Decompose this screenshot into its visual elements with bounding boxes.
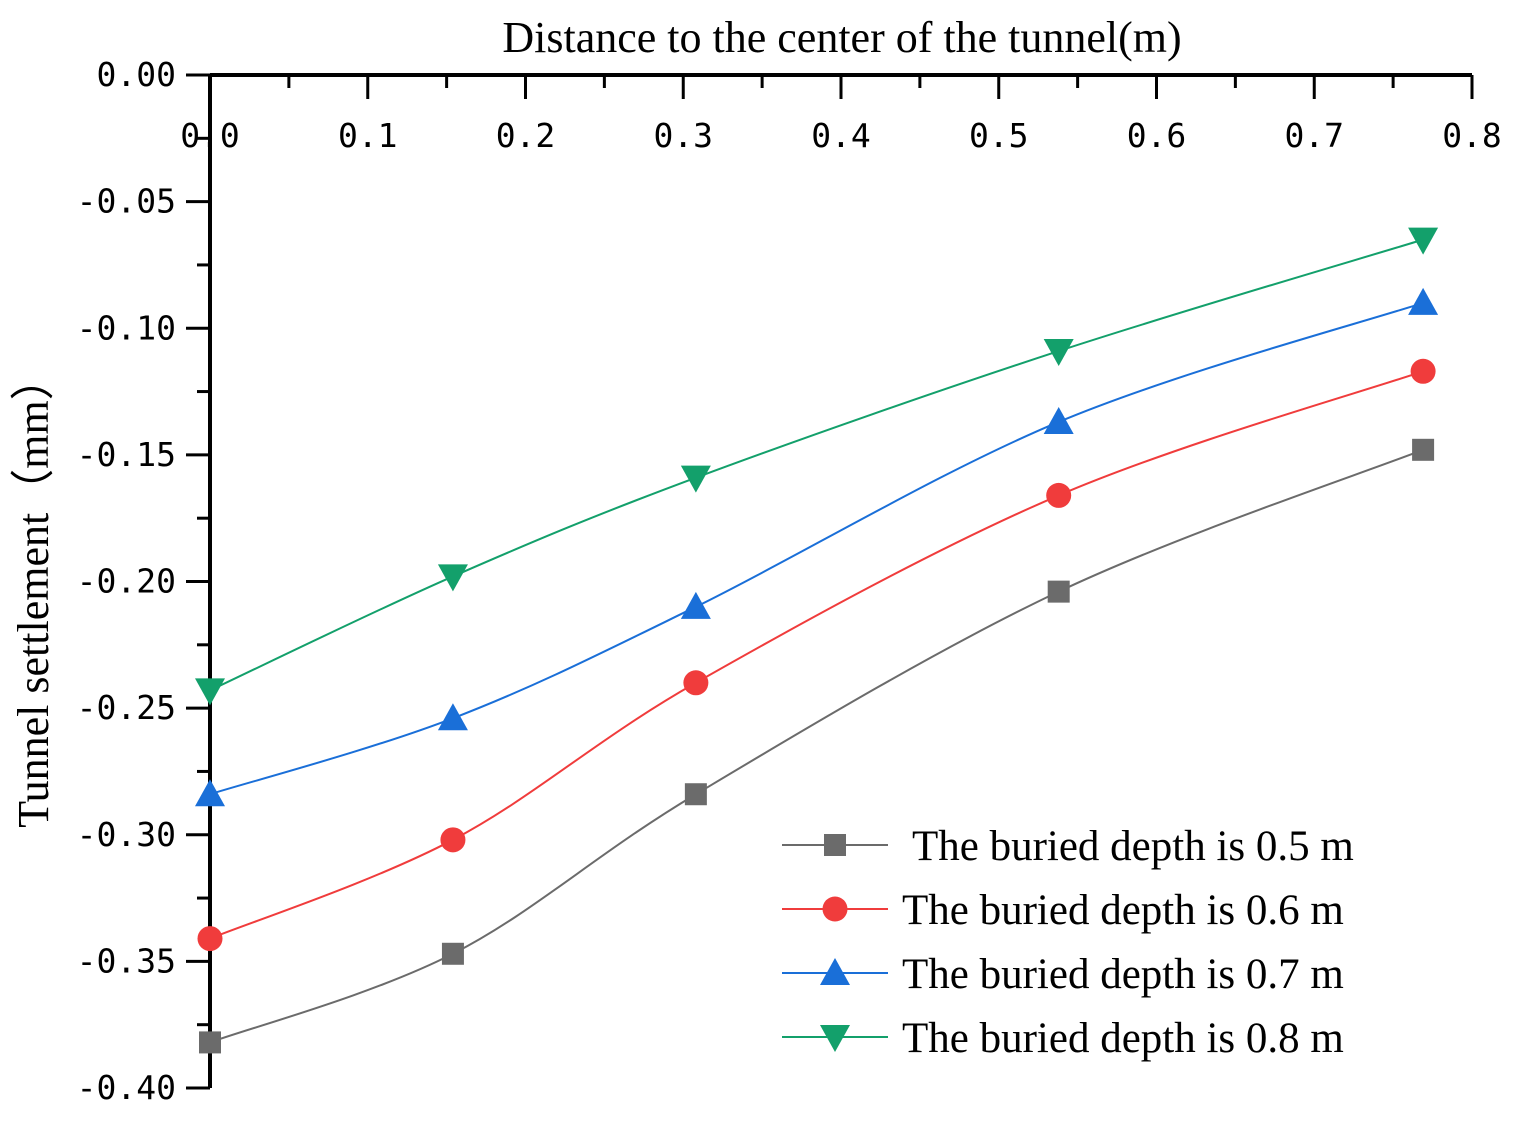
- data-point: [1046, 482, 1072, 508]
- data-point: [437, 564, 468, 592]
- legend: The buried depth is 0.5 m The buried dept…: [782, 823, 1354, 1062]
- legend-label: The buried depth is 0.5 m: [902, 823, 1354, 870]
- legend-marker: [822, 896, 848, 922]
- y-tick-label: -0.20: [77, 562, 176, 601]
- data-point: [195, 779, 225, 807]
- y-axis-label: Tunnel settlement（mm）: [9, 356, 58, 827]
- data-point: [1410, 358, 1436, 384]
- x-tick-label: 0.1: [338, 116, 398, 155]
- legend-label: The buried depth is 0.6 m: [902, 887, 1344, 934]
- data-point: [683, 670, 709, 696]
- series-1: [199, 438, 1435, 1054]
- x-tick-label: 0.6: [1127, 116, 1187, 155]
- x-tick-label: 0.5: [969, 116, 1029, 155]
- data-point: [1047, 580, 1070, 603]
- data-point: [1408, 227, 1439, 255]
- y-tick-label: -0.35: [77, 941, 176, 980]
- legend-item: The buried depth is 0.6 m: [782, 887, 1344, 934]
- data-point: [199, 1031, 221, 1054]
- legend-label: The buried depth is 0.7 m: [902, 951, 1344, 998]
- legend-label: The buried depth is 0.8 m: [902, 1015, 1344, 1062]
- data-point: [197, 926, 223, 952]
- series-layer: [195, 227, 1439, 1054]
- y-tick-label: 0.00: [97, 55, 176, 94]
- x-tick-label: 0.3: [653, 116, 713, 155]
- legend-marker: [820, 1025, 850, 1052]
- y-tick-label: -0.15: [77, 435, 176, 474]
- data-point: [441, 942, 464, 965]
- legend-item: The buried depth is 0.5 m: [782, 823, 1354, 870]
- series-3: [195, 287, 1439, 807]
- x-tick-label: 0.7: [1284, 116, 1344, 155]
- data-point: [195, 678, 225, 706]
- data-point: [680, 465, 711, 493]
- data-point: [680, 591, 711, 619]
- y-tick-label: -0.10: [77, 308, 176, 347]
- y-tick-label: -0.30: [77, 815, 176, 854]
- y-tick-label: -0.25: [77, 688, 176, 727]
- chart-title: Distance to the center of the tunnel(m): [502, 13, 1181, 62]
- series-line: [209, 370, 1424, 940]
- series-line: [209, 238, 1424, 692]
- series-line: [209, 301, 1424, 796]
- legend-marker: [824, 834, 846, 856]
- data-point: [1408, 287, 1439, 315]
- series-line: [209, 448, 1424, 1044]
- y-tick-label: -0.05: [77, 182, 176, 221]
- x-tick-label: 0.4: [811, 116, 871, 155]
- x-tick-label: 0.2: [496, 116, 556, 155]
- data-point: [684, 783, 707, 806]
- legend-marker: [820, 958, 850, 985]
- series-4: [195, 227, 1439, 706]
- legend-item: The buried depth is 0.7 m: [782, 951, 1344, 998]
- data-point: [437, 703, 468, 731]
- data-point: [1043, 339, 1074, 367]
- series-2: [197, 358, 1436, 952]
- legend-item: The buried depth is 0.8 m: [782, 1015, 1344, 1062]
- data-point: [1412, 438, 1435, 461]
- data-point: [1043, 406, 1074, 434]
- axes: 0.0 0.1 0.2 0.3 0.4 0.5 0.6 0.7 0.8 0.00 -0.05 -0.1…: [77, 55, 1502, 1107]
- data-point: [440, 827, 466, 853]
- y-tick-label: -0.40: [77, 1068, 176, 1107]
- x-tick-label: 0.0: [180, 116, 240, 155]
- x-tick-label: 0.8: [1442, 116, 1502, 155]
